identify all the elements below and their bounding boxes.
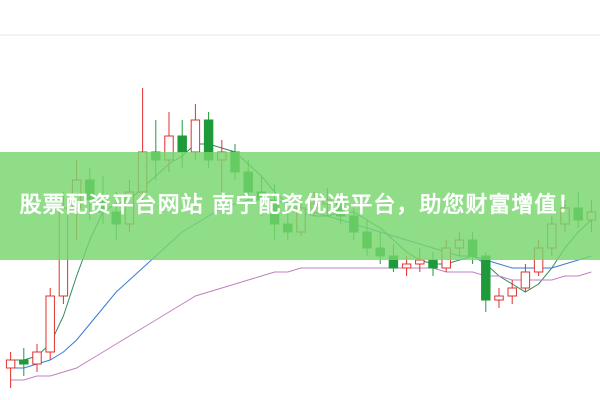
candle-body — [494, 295, 504, 301]
candle-body — [428, 259, 438, 269]
banner: 股票配资平台网站 南宁配资优选平台，助您财富增值！ — [0, 152, 600, 260]
candle-body — [481, 255, 491, 301]
candle-body — [507, 287, 517, 297]
candle-body — [45, 295, 55, 353]
candle-body — [32, 351, 42, 365]
candle-body — [190, 119, 201, 153]
ma-line — [10, 267, 592, 381]
banner-title: 股票配资平台网站 南宁配资优选平台，助您财富增值！ — [19, 193, 581, 218]
candle-body — [19, 359, 29, 365]
candle-body — [401, 263, 412, 269]
candle-body — [415, 259, 425, 265]
candle-body — [5, 359, 16, 369]
candle-body — [520, 271, 531, 289]
candle-body — [177, 135, 187, 153]
